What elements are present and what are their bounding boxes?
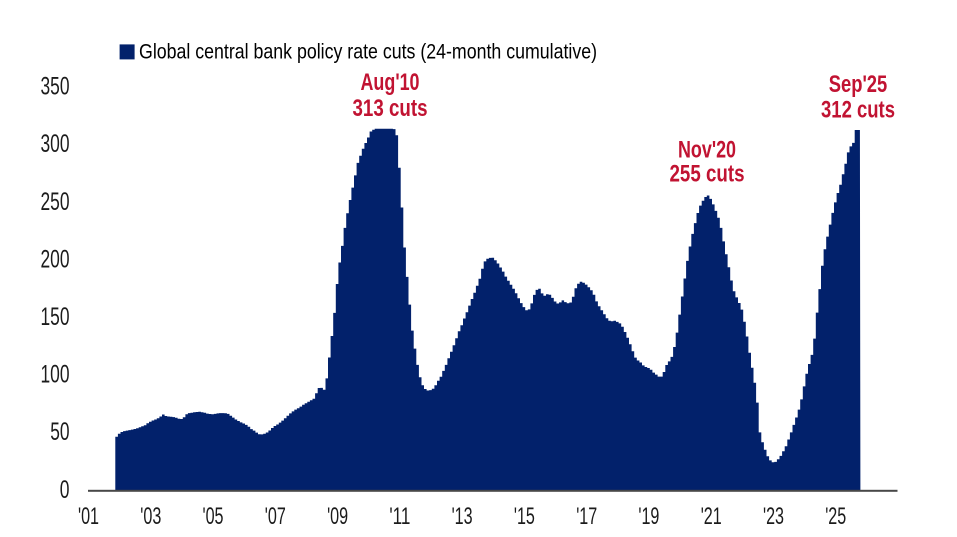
svg-text:'09: '09 <box>327 503 348 530</box>
svg-text:'03: '03 <box>140 503 161 530</box>
svg-text:255 cuts: 255 cuts <box>670 161 745 188</box>
svg-text:313 cuts: 313 cuts <box>353 95 428 122</box>
svg-text:50: 50 <box>50 418 69 446</box>
svg-text:'11: '11 <box>389 503 410 530</box>
svg-text:250: 250 <box>41 188 70 216</box>
svg-text:'01: '01 <box>78 503 99 530</box>
svg-text:'15: '15 <box>514 503 535 530</box>
svg-text:'07: '07 <box>265 503 286 530</box>
svg-text:300: 300 <box>41 130 70 158</box>
svg-text:Aug'10: Aug'10 <box>361 69 420 96</box>
svg-text:'23: '23 <box>763 503 784 530</box>
svg-text:'25: '25 <box>825 503 846 530</box>
svg-text:100: 100 <box>41 361 70 389</box>
svg-text:150: 150 <box>41 303 70 331</box>
svg-text:'17: '17 <box>576 503 597 530</box>
svg-text:'19: '19 <box>638 503 659 530</box>
svg-text:'21: '21 <box>701 503 722 530</box>
svg-text:312 cuts: 312 cuts <box>821 97 895 124</box>
svg-text:Nov'20: Nov'20 <box>678 137 736 164</box>
svg-text:Global central bank policy rat: Global central bank policy rate cuts (24… <box>139 40 597 64</box>
svg-text:Sep'25: Sep'25 <box>829 71 888 98</box>
svg-text:'13: '13 <box>452 503 473 530</box>
svg-text:200: 200 <box>41 245 70 273</box>
svg-text:'05: '05 <box>203 503 224 530</box>
svg-text:0: 0 <box>60 476 70 504</box>
svg-text:350: 350 <box>41 73 70 101</box>
